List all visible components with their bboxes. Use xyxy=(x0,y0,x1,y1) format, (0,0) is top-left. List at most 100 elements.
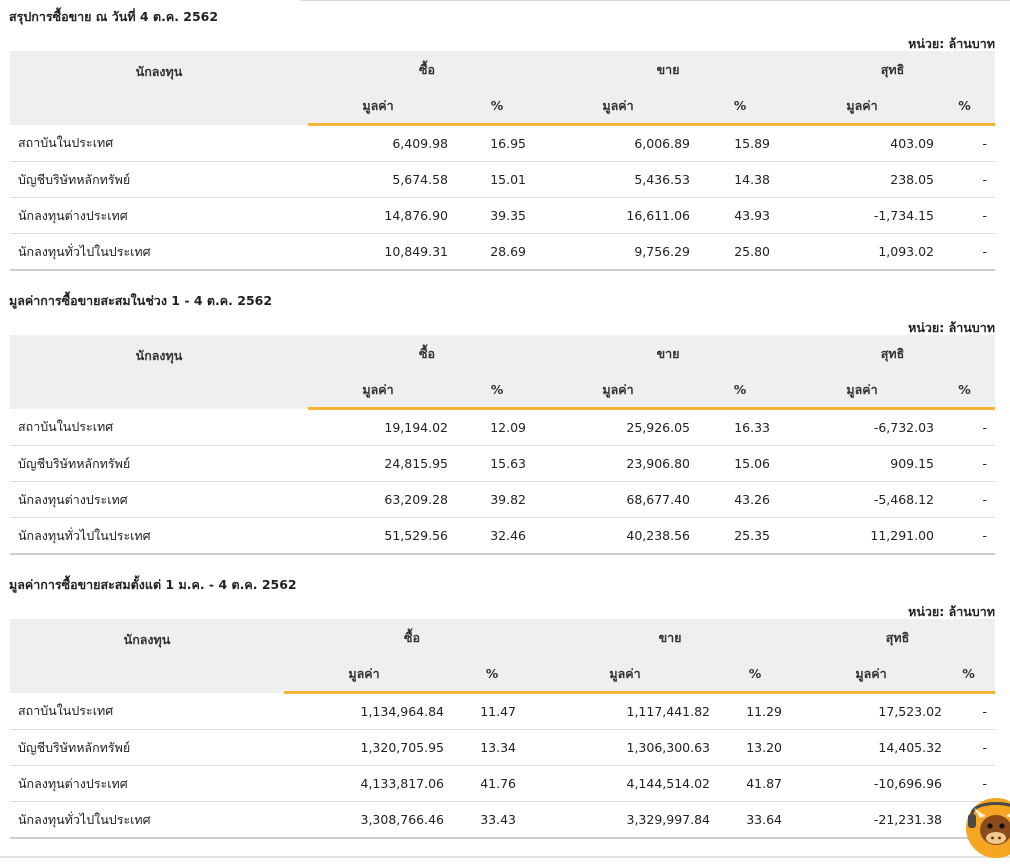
table-row: บัญชีบริษัทหลักทรัพย์ 24,815.95 15.63 23… xyxy=(10,445,996,482)
buy-value-cell: 14,876.90 xyxy=(308,197,448,234)
sell-percent-cell: 41.87 xyxy=(710,765,801,802)
header-buy-value: มูลค่า xyxy=(308,88,448,126)
header-net-percent: % xyxy=(942,656,996,694)
investor-cell: บัญชีบริษัทหลักทรัพย์ xyxy=(10,161,308,198)
net-value-cell: 238.05 xyxy=(790,161,935,198)
buy-value-cell: 10,849.31 xyxy=(308,233,448,271)
header-buy-value: มูลค่า xyxy=(308,372,448,410)
sell-value-cell: 4,144,514.02 xyxy=(540,765,710,802)
net-percent-cell: - xyxy=(942,729,996,766)
net-percent-cell: - xyxy=(934,481,996,518)
summary-table: นักลงทุน ซื้อ ขาย สุทธิ มูลค่า % มูลค่า … xyxy=(10,619,996,839)
investor-cell: บัญชีบริษัทหลักทรัพย์ xyxy=(10,445,308,482)
header-sell: ขาย xyxy=(546,335,791,372)
header-net-value: มูลค่า xyxy=(790,372,935,410)
header-buy: ซื้อ xyxy=(308,335,546,372)
sell-value-cell: 40,238.56 xyxy=(546,517,690,555)
buy-value-cell: 3,308,766.46 xyxy=(284,801,444,839)
sell-value-cell: 68,677.40 xyxy=(546,481,690,518)
net-percent-cell: - xyxy=(942,765,996,802)
header-net: สุทธิ xyxy=(790,335,996,372)
buy-value-cell: 63,209.28 xyxy=(308,481,448,518)
sell-percent-cell: 15.06 xyxy=(690,445,791,482)
header-net-percent: % xyxy=(934,88,996,126)
sell-percent-cell: 33.64 xyxy=(710,801,801,839)
investor-cell: นักลงทุนทั่วไปในประเทศ xyxy=(10,233,308,271)
buy-value-cell: 1,320,705.95 xyxy=(284,729,444,766)
investor-cell: นักลงทุนต่างประเทศ xyxy=(10,481,308,518)
buy-value-cell: 19,194.02 xyxy=(308,408,448,446)
sell-percent-cell: 13.20 xyxy=(710,729,801,766)
header-sell-percent: % xyxy=(690,88,791,126)
sell-value-cell: 1,306,300.63 xyxy=(540,729,710,766)
table-row: นักลงทุนทั่วไปในประเทศ 10,849.31 28.69 9… xyxy=(10,233,996,271)
table-row: สถาบันในประเทศ 1,134,964.84 11.47 1,117,… xyxy=(10,692,996,730)
header-buy-percent: % xyxy=(448,88,546,126)
header-net: สุทธิ xyxy=(790,51,996,88)
header-investor: นักลงทุน xyxy=(10,51,308,125)
buy-percent-cell: 13.34 xyxy=(444,729,540,766)
buy-value-cell: 5,674.58 xyxy=(308,161,448,198)
buy-percent-cell: 12.09 xyxy=(448,408,546,446)
sell-value-cell: 5,436.53 xyxy=(546,161,690,198)
top-divider xyxy=(300,0,1010,1)
sell-percent-cell: 25.35 xyxy=(690,517,791,555)
section-title: มูลค่าการซื้อขายสะสมตั้งแต่ 1 ม.ค. - 4 ต… xyxy=(9,577,297,592)
net-value-cell: 403.09 xyxy=(790,124,935,162)
header-sell-value: มูลค่า xyxy=(546,88,690,126)
table-row: สถาบันในประเทศ 19,194.02 12.09 25,926.05… xyxy=(10,408,996,446)
header-sell-value: มูลค่า xyxy=(546,372,690,410)
header-sell-percent: % xyxy=(690,372,791,410)
unit-label: หน่วย: ล้านบาท xyxy=(908,36,995,51)
table-row: บัญชีบริษัทหลักทรัพย์ 1,320,705.95 13.34… xyxy=(10,729,996,766)
bull-mascot-icon[interactable] xyxy=(966,792,1010,862)
net-value-cell: 17,523.02 xyxy=(800,692,943,730)
buy-value-cell: 24,815.95 xyxy=(308,445,448,482)
table-row: นักลงทุนต่างประเทศ 14,876.90 39.35 16,61… xyxy=(10,197,996,234)
sell-percent-cell: 14.38 xyxy=(690,161,791,198)
sell-percent-cell: 15.89 xyxy=(690,124,791,162)
table-row: นักลงทุนทั่วไปในประเทศ 3,308,766.46 33.4… xyxy=(10,801,996,839)
table-row: สถาบันในประเทศ 6,409.98 16.95 6,006.89 1… xyxy=(10,124,996,162)
header-buy-value: มูลค่า xyxy=(284,656,444,694)
investor-cell: นักลงทุนต่างประเทศ xyxy=(10,197,308,234)
net-value-cell: -10,696.96 xyxy=(800,765,943,802)
sell-percent-cell: 16.33 xyxy=(690,408,791,446)
investor-cell: สถาบันในประเทศ xyxy=(10,692,284,730)
net-value-cell: -5,468.12 xyxy=(790,481,935,518)
investor-cell: นักลงทุนทั่วไปในประเทศ xyxy=(10,801,284,839)
buy-percent-cell: 28.69 xyxy=(448,233,546,271)
buy-percent-cell: 11.47 xyxy=(444,692,540,730)
summary-table: นักลงทุน ซื้อ ขาย สุทธิ มูลค่า % มูลค่า … xyxy=(10,335,996,555)
buy-value-cell: 51,529.56 xyxy=(308,517,448,555)
header-buy-percent: % xyxy=(448,372,546,410)
buy-value-cell: 6,409.98 xyxy=(308,124,448,162)
header-investor: นักลงทุน xyxy=(10,335,308,409)
header-net-value: มูลค่า xyxy=(800,656,943,694)
header-net-value: มูลค่า xyxy=(790,88,935,126)
sell-value-cell: 25,926.05 xyxy=(546,408,690,446)
net-percent-cell: - xyxy=(934,408,996,446)
sell-percent-cell: 11.29 xyxy=(710,692,801,730)
investor-cell: สถาบันในประเทศ xyxy=(10,124,308,162)
unit-label: หน่วย: ล้านบาท xyxy=(908,320,995,335)
buy-percent-cell: 33.43 xyxy=(444,801,540,839)
section-title: สรุปการซื้อขาย ณ วันที่ 4 ต.ค. 2562 xyxy=(9,9,219,24)
sell-value-cell: 9,756.29 xyxy=(546,233,690,271)
buy-value-cell: 4,133,817.06 xyxy=(284,765,444,802)
net-value-cell: -6,732.03 xyxy=(790,408,935,446)
net-percent-cell: - xyxy=(934,233,996,271)
sell-value-cell: 6,006.89 xyxy=(546,124,690,162)
buy-percent-cell: 16.95 xyxy=(448,124,546,162)
net-percent-cell: - xyxy=(934,124,996,162)
buy-percent-cell: 15.01 xyxy=(448,161,546,198)
header-net: สุทธิ xyxy=(800,619,996,656)
buy-percent-cell: 41.76 xyxy=(444,765,540,802)
buy-percent-cell: 15.63 xyxy=(448,445,546,482)
sell-value-cell: 1,117,441.82 xyxy=(540,692,710,730)
header-sell: ขาย xyxy=(540,619,801,656)
table-row: บัญชีบริษัทหลักทรัพย์ 5,674.58 15.01 5,4… xyxy=(10,161,996,198)
sell-value-cell: 16,611.06 xyxy=(546,197,690,234)
header-buy-percent: % xyxy=(444,656,540,694)
net-percent-cell: - xyxy=(942,692,996,730)
